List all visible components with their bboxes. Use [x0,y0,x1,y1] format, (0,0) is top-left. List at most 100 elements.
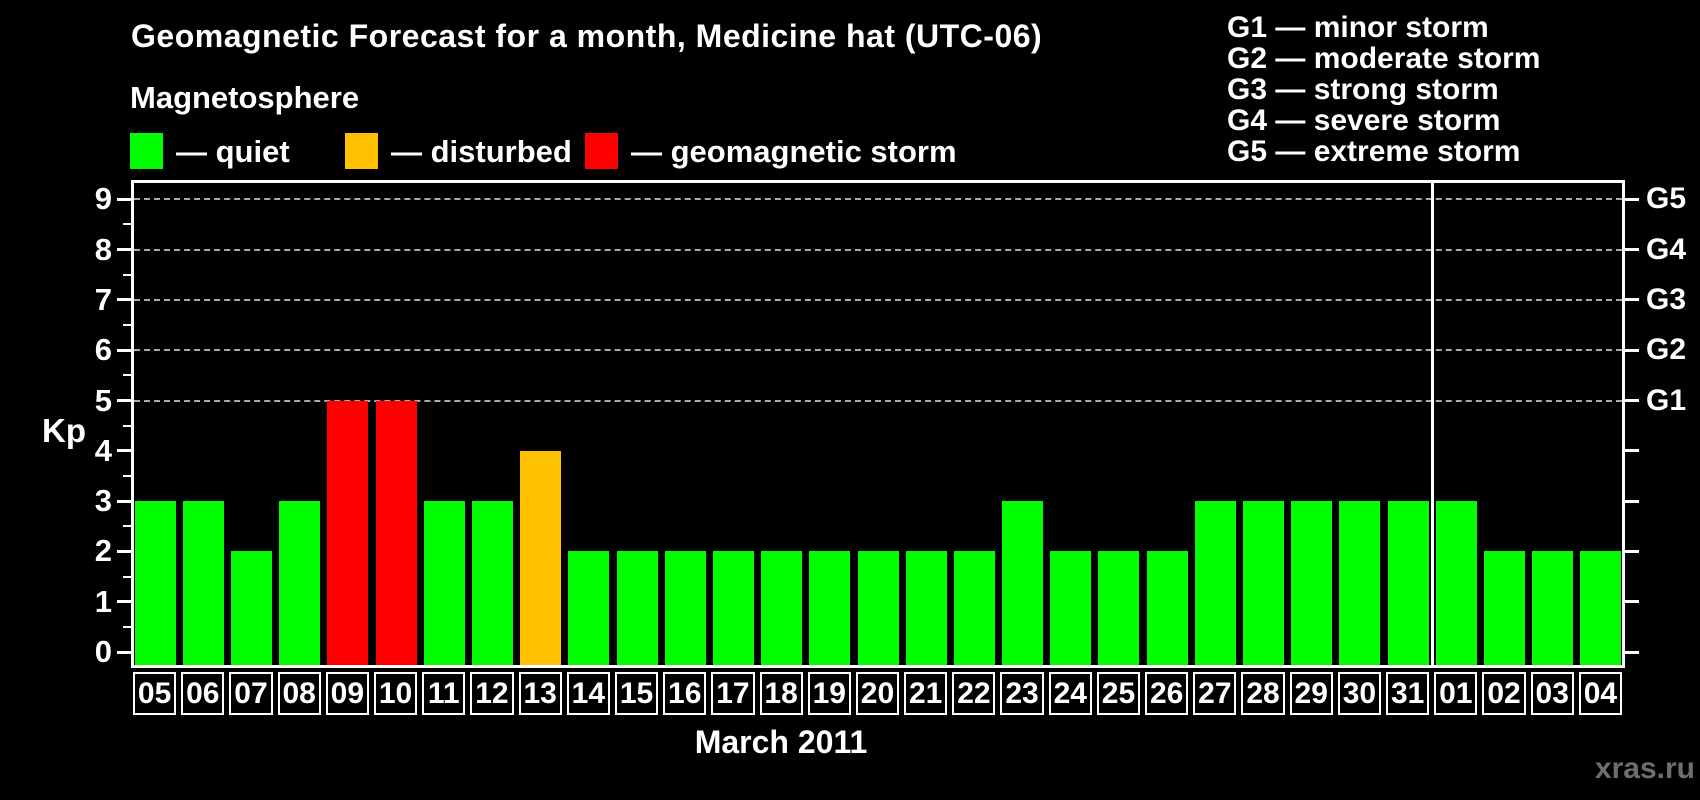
x-tick-label: 19 [807,672,851,715]
y-axis-minor-tick [123,223,131,226]
y-axis-major-tick [117,449,131,453]
x-tick-label: 18 [759,672,803,715]
y-axis-major-tick [117,399,131,402]
x-axis-title: March 2011 [694,724,868,760]
x-tick-label: 08 [277,672,321,715]
right-axis-label-g3: G3 [1646,282,1687,316]
right-axis-tick [1625,298,1639,302]
y-axis-tick-label: 1 [94,583,112,619]
x-tick-label: 13 [518,672,562,715]
x-tick-label: 01 [1434,672,1478,715]
x-tick-label: 07 [229,672,273,715]
y-axis-minor-tick [123,424,131,427]
bar-day-13 [520,450,562,665]
g-legend-line-g2: G2 — moderate storm [1227,42,1541,75]
x-tick-label: 04 [1578,672,1622,715]
right-axis-tick [1625,549,1639,553]
x-tick-label: 16 [663,672,707,715]
right-axis-tick [1625,600,1639,604]
right-axis-label-g5: G5 [1646,182,1687,216]
storm-color-swatch [585,133,618,169]
y-axis-minor-tick [123,273,131,276]
bar-day-28 [1243,501,1285,665]
x-tick-label: 27 [1193,672,1237,715]
y-axis-major-tick [117,197,131,201]
bar-day-27 [1194,501,1236,665]
g-legend-line-g3: G3 — strong storm [1227,73,1499,106]
quiet-color-swatch [130,133,163,169]
y-axis-tick-label: 2 [94,533,112,569]
y-axis-major-tick [117,600,131,604]
x-tick-label: 21 [904,672,948,715]
x-tick-label: 11 [422,672,466,715]
x-tick-label: 12 [470,672,514,715]
y-axis-tick-label: 5 [94,382,112,418]
x-tick-label: 30 [1337,672,1382,715]
right-axis-tick [1625,399,1639,402]
x-tick-label: 15 [614,672,659,715]
right-axis-label-g4: G4 [1646,232,1687,266]
bar-day-07 [230,551,272,665]
bar-day-21 [905,551,947,665]
magnetosphere-label: Magnetosphere [130,80,360,115]
g-legend-line-g5: G5 — extreme storm [1227,135,1521,168]
right-axis-tick [1625,650,1639,654]
gridline-kp9 [134,198,1622,201]
bar-day-18 [761,551,803,665]
bar-day-05 [134,501,176,665]
x-tick-label: 20 [855,672,900,715]
right-axis-tick [1625,197,1639,201]
y-axis-major-tick [117,549,131,553]
x-tick-label: 28 [1241,672,1285,715]
x-tick-label: 22 [952,672,996,715]
g-scale-legend: G1 — minor storm G2 — moderate storm G3 … [1227,12,1540,167]
x-tick-label: 05 [133,672,177,715]
bar-day-02 [1484,551,1526,665]
y-axis-minor-tick [123,625,131,628]
legend-item-label: — quiet [176,134,290,169]
bar-day-15 [616,551,658,665]
y-axis-major-tick [117,499,131,503]
bar-day-01 [1435,501,1477,665]
legend-item-label: — geomagnetic storm [631,134,957,169]
x-tick-label: 14 [566,672,610,715]
bar-day-26 [1146,551,1188,665]
gridline-kp8 [134,248,1622,251]
plot-area [131,180,1625,668]
bar-day-25 [1098,551,1140,665]
y-axis-minor-tick [123,374,131,377]
bar-day-19 [809,551,851,665]
g-legend-line-g1: G1 — minor storm [1227,11,1489,44]
bar-day-23 [1002,501,1044,665]
y-axis-major-tick [117,348,131,352]
y-axis-major-tick [117,298,131,302]
y-axis-minor-tick [123,575,131,578]
bar-day-30 [1339,501,1381,665]
bar-day-12 [471,501,513,665]
g-legend-line-g4: G4 — severe storm [1227,104,1501,137]
bar-day-08 [279,501,321,665]
x-tick-label: 06 [181,672,225,715]
right-axis-tick [1625,449,1639,453]
x-tick-label: 26 [1145,672,1189,715]
bar-day-17 [712,551,754,665]
x-tick-label: 31 [1386,672,1430,715]
y-axis-minor-tick [123,324,131,327]
x-tick-label: 17 [711,672,755,715]
bar-day-20 [857,551,899,665]
disturbed-color-swatch [345,133,378,169]
bar-day-29 [1291,501,1333,665]
right-axis-tick [1625,348,1639,352]
page-title: Geomagnetic Forecast for a month, Medici… [131,18,1043,54]
y-axis-tick-label: 8 [94,231,112,267]
y-axis-tick-label: 9 [94,181,112,217]
bar-day-14 [568,551,610,665]
x-tick-label: 03 [1530,672,1574,715]
y-axis-tick-label: 3 [94,483,112,519]
y-axis-minor-tick [123,525,131,528]
right-axis-label-g1: G1 [1646,383,1687,417]
bar-day-22 [953,551,995,665]
x-tick-label: 09 [325,672,369,715]
y-axis-major-tick [117,248,131,252]
